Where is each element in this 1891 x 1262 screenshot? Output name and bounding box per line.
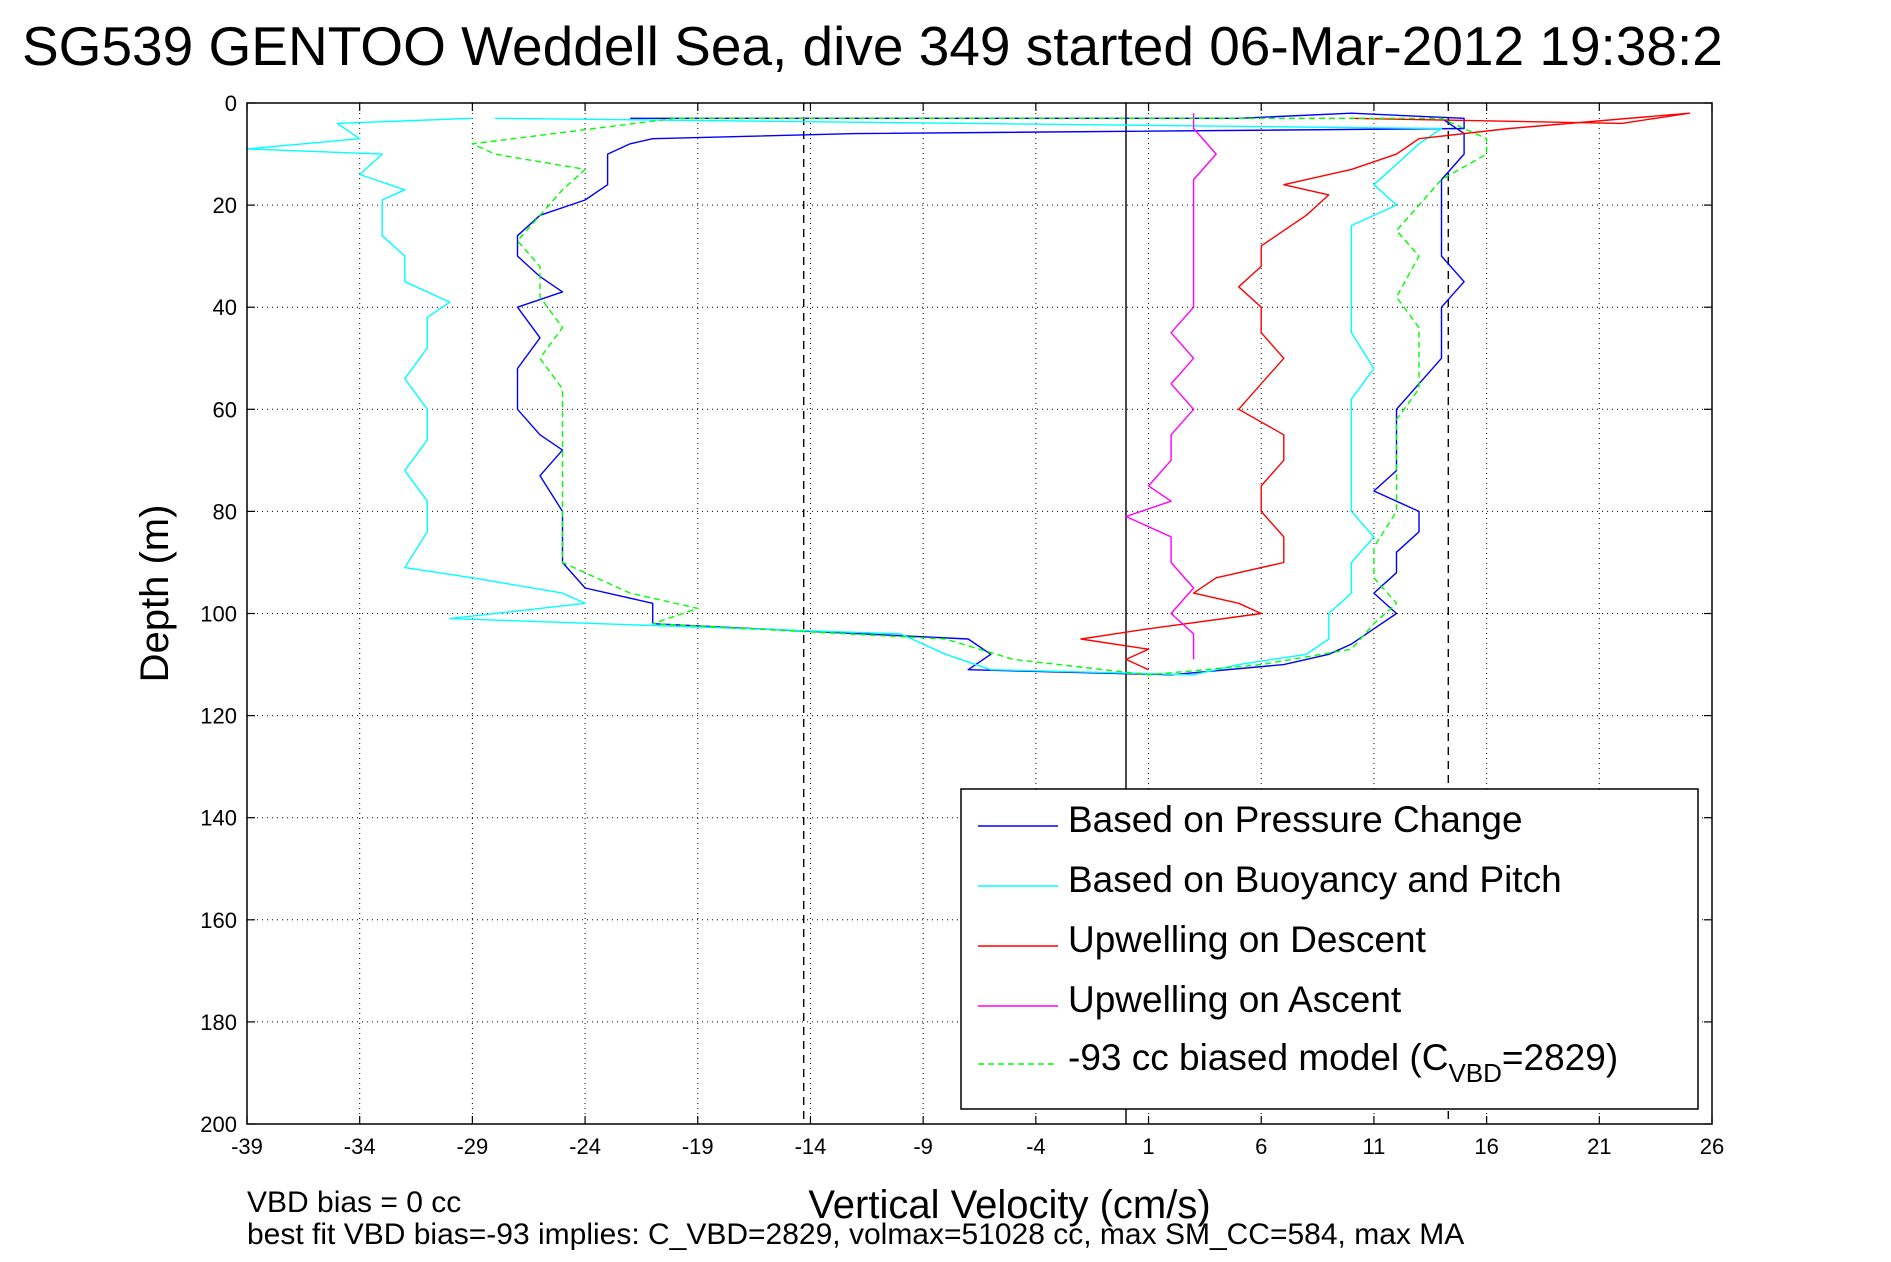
legend-label: Based on Buoyancy and Pitch (1068, 859, 1562, 900)
legend-label-prefix: -93 cc biased model (C (1068, 1037, 1448, 1078)
x-tick-label: -24 (569, 1134, 601, 1159)
x-tick-label: -29 (456, 1134, 488, 1159)
series-layer (246, 112, 1691, 676)
legend-items: Based on Pressure Change Based on Buoyanc… (978, 799, 1618, 1088)
x-tick-labels: -39 -34 -29 -24 -19 -14 -9 -4 1 6 11 16 21 26 (231, 1134, 1724, 1159)
y-tick-label: 100 (200, 602, 237, 627)
legend-label: Based on Pressure Change (1068, 799, 1523, 840)
x-tick-label: -14 (795, 1134, 827, 1159)
y-tick-label: 140 (200, 806, 237, 831)
x-axis-label: Vertical Velocity (cm/s) (808, 1183, 1210, 1227)
y-tick-label: 60 (213, 397, 237, 422)
y-tick-labels: 0 20 40 60 80 100 120 140 160 180 200 (200, 91, 237, 1137)
x-tick-label: -34 (344, 1134, 376, 1159)
y-tick-label: 20 (213, 193, 237, 218)
chart-title: SG539 GENTOO Weddell Sea, dive 349 start… (22, 15, 1723, 77)
series-line-2 (1080, 112, 1691, 671)
legend-label: Upwelling on Descent (1068, 919, 1427, 960)
y-axis-label: Depth (m) (133, 505, 177, 683)
x-tick-label: 26 (1700, 1134, 1724, 1159)
x-tick-label: 1 (1142, 1134, 1154, 1159)
x-tick-label: 11 (1363, 1134, 1386, 1159)
y-tick-label: 80 (213, 499, 237, 524)
y-tick-label: 180 (200, 1010, 237, 1035)
series-line-4 (471, 117, 1488, 676)
x-tick-label: 6 (1255, 1134, 1267, 1159)
series-line-1 (246, 117, 1443, 676)
y-tick-label: 0 (225, 91, 237, 116)
note-best-fit: best fit VBD bias=-93 implies: C_VBD=282… (247, 1218, 1464, 1251)
x-tick-label: -39 (231, 1134, 263, 1159)
y-tick-label: 200 (200, 1112, 237, 1137)
note-vbd-bias: VBD bias = 0 cc (247, 1186, 461, 1219)
x-tick-label: -9 (913, 1134, 933, 1159)
series-line-0 (516, 112, 1465, 676)
x-tick-label: -4 (1026, 1134, 1046, 1159)
legend-label: Upwelling on Ascent (1068, 979, 1402, 1020)
legend-label-suffix: =2829) (1502, 1037, 1618, 1078)
ticks (246, 102, 1713, 1125)
legend-label: -93 cc biased model (CVBD=2829) (1068, 1037, 1618, 1088)
y-tick-label: 160 (200, 908, 237, 933)
series-line-3 (1125, 113, 1217, 660)
legend: Based on Pressure Change Based on Buoyanc… (960, 788, 1699, 1110)
x-tick-label: 16 (1474, 1134, 1498, 1159)
legend-label-subscript: VBD (1448, 1058, 1501, 1088)
legend-box (960, 788, 1699, 1110)
x-tick-label: -19 (682, 1134, 714, 1159)
y-tick-label: 40 (213, 295, 237, 320)
x-tick-label: 21 (1587, 1134, 1611, 1159)
y-tick-label: 120 (200, 704, 237, 729)
